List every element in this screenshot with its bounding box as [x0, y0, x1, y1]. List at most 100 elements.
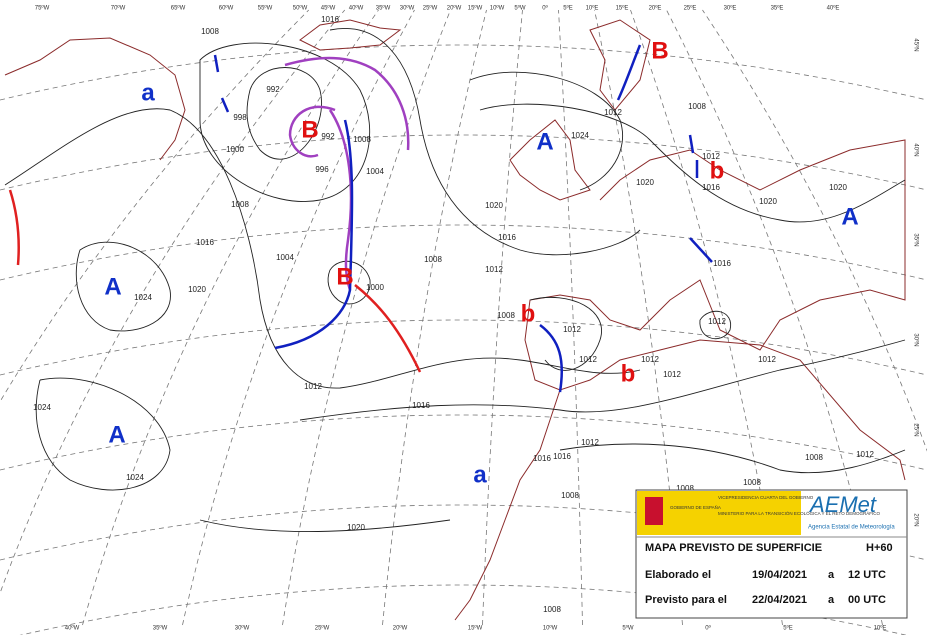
- lon-label: 15ºW: [468, 5, 483, 12]
- pressure-center: B: [301, 116, 318, 143]
- lon-label: 20ºW: [393, 625, 408, 632]
- isobar-label: 1008: [497, 311, 515, 320]
- lon-label: 55ºW: [258, 5, 273, 12]
- isobar-label: 1012: [856, 450, 874, 459]
- pressure-center: A: [841, 203, 858, 230]
- lon-label: 60ºW: [219, 5, 234, 12]
- lon-label: 20ºW: [447, 5, 462, 12]
- isobar-label: 1012: [708, 317, 726, 326]
- lon-label: 70ºW: [111, 5, 126, 12]
- isobar-label: 1016: [533, 454, 551, 463]
- lon-label: 65ºW: [171, 5, 186, 12]
- pressure-center: A: [536, 128, 553, 155]
- lat-label: 40ºN: [912, 143, 919, 156]
- isobar-label: 1024: [571, 131, 589, 140]
- isobar-label: 1008: [353, 135, 371, 144]
- isobar-label: 1008: [543, 605, 561, 614]
- lon-label: 40ºE: [827, 5, 840, 12]
- valid-time: 00 UTC: [848, 594, 886, 606]
- isobar-label: 1008: [424, 255, 442, 264]
- isobar-label: 1008: [201, 27, 219, 36]
- logo: AEMet: [808, 492, 877, 517]
- lon-label: 25ºW: [315, 625, 330, 632]
- pressure-center: A: [104, 273, 121, 300]
- lead: H+60: [866, 542, 893, 554]
- lon-label: 35ºW: [376, 5, 391, 12]
- lat-label: 25ºN: [912, 423, 919, 436]
- made-at: a: [828, 569, 835, 581]
- isobar-label: 1016: [702, 183, 720, 192]
- isobar-label: 1020: [759, 197, 777, 206]
- isobar-label: 1020: [347, 523, 365, 532]
- lat-label: 20ºN: [912, 513, 919, 526]
- isobar-label: 1012: [604, 108, 622, 117]
- lon-label: 5ºW: [622, 625, 634, 632]
- lon-label: 75ºW: [35, 5, 50, 12]
- made-label: Elaborado el: [645, 569, 711, 581]
- lon-label: 50ºW: [293, 5, 308, 12]
- isobar-label: 1012: [563, 325, 581, 334]
- lon-label: 15ºE: [616, 5, 629, 12]
- isobar-label: 1012: [579, 355, 597, 364]
- isobar-label: 1016: [412, 401, 430, 410]
- pressure-center: b: [710, 157, 725, 184]
- isobar-label: 1008: [231, 200, 249, 209]
- isobar-label: 1024: [33, 403, 51, 412]
- isobar-label: 1012: [702, 152, 720, 161]
- lon-label: 35ºE: [771, 5, 784, 12]
- isobar-label: 1012: [663, 370, 681, 379]
- lon-label: 10ºW: [543, 625, 558, 632]
- lon-label: 35ºW: [153, 625, 168, 632]
- lon-label: 20ºE: [649, 5, 662, 12]
- isobar-label: 998: [233, 113, 247, 122]
- lon-label: 0º: [542, 5, 548, 12]
- isobar-label: 1016: [321, 15, 339, 24]
- pressure-center: a: [141, 79, 155, 106]
- lon-label: 10ºE: [874, 625, 887, 632]
- isobar-label: 1016: [553, 452, 571, 461]
- lon-label: 25ºW: [423, 5, 438, 12]
- isobar-label: 1008: [743, 478, 761, 487]
- isobar-label: 1004: [276, 253, 294, 262]
- lon-label: 10ºW: [490, 5, 505, 12]
- made-time: 12 UTC: [848, 569, 886, 581]
- coat-of-arms: [645, 497, 663, 525]
- lon-label: 0º: [705, 625, 711, 632]
- isobar-label: 1020: [485, 201, 503, 210]
- lon-label: 40ºW: [349, 5, 364, 12]
- isobar-label: 1020: [829, 183, 847, 192]
- lon-label: 40ºW: [65, 625, 80, 632]
- isobar-label: 1000: [366, 283, 384, 292]
- pressure-center: b: [621, 360, 636, 387]
- lon-label: 5ºE: [783, 625, 793, 632]
- pressure-center: A: [108, 421, 125, 448]
- lon-label: 15ºW: [468, 625, 483, 632]
- lon-label: 45ºW: [321, 5, 336, 12]
- agency: Agencia Estatal de Meteorología: [808, 525, 895, 531]
- title: MAPA PREVISTO DE SUPERFICIE: [645, 542, 822, 554]
- isobar-label: 996: [315, 165, 329, 174]
- isobar-label: 1020: [188, 285, 206, 294]
- lon-label: 30ºE: [724, 5, 737, 12]
- isobar-label: 1008: [805, 453, 823, 462]
- lon-label: 30ºW: [400, 5, 415, 12]
- gov-1: VICEPRESIDENCIA CUARTA DEL GOBIERNO: [718, 495, 814, 500]
- isobar-label: 1020: [636, 178, 654, 187]
- isobar-label: 1012: [641, 355, 659, 364]
- isobar-label: 992: [321, 132, 335, 141]
- isobar-label: 1012: [758, 355, 776, 364]
- lat-label: 45ºN: [912, 38, 919, 51]
- valid-at: a: [828, 594, 835, 606]
- lon-label: 10ºE: [586, 5, 599, 12]
- isobar-label: 1016: [713, 259, 731, 268]
- isobar-label: 1008: [688, 102, 706, 111]
- lon-label: 30ºW: [235, 625, 250, 632]
- pressure-center: b: [521, 300, 536, 327]
- isobar-label: 1016: [196, 238, 214, 247]
- lon-label: 5ºW: [514, 5, 526, 12]
- pressure-center: a: [473, 461, 487, 488]
- isobar-label: 1012: [581, 438, 599, 447]
- gov-2: GOBIERNO DE ESPAÑA: [670, 504, 721, 510]
- lat-label: 35ºN: [912, 233, 919, 246]
- isobar-label: 1012: [304, 382, 322, 391]
